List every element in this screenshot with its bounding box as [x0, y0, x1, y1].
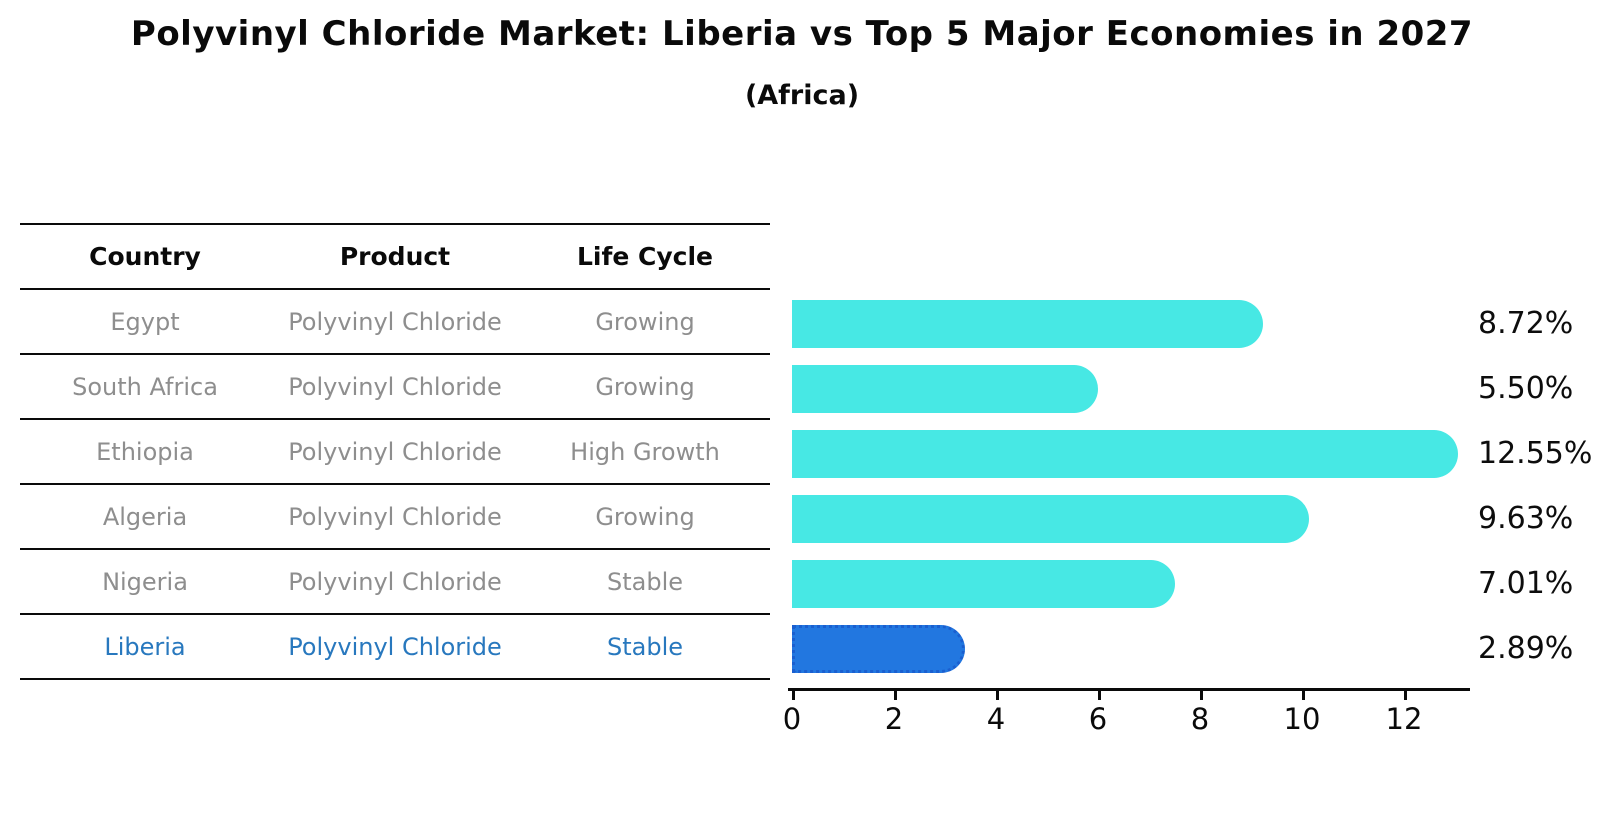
cell-life-cycle: Stable [606, 632, 684, 661]
bar-value-label: 9.63% [1478, 501, 1574, 536]
bar-value-label: 12.55% [1478, 436, 1593, 471]
table-row-egypt: Egypt Polyvinyl Chloride Growing [20, 290, 770, 355]
table-row-algeria: Algeria Polyvinyl Chloride Growing [20, 485, 770, 550]
bar-south-africa [792, 365, 1098, 413]
column-header-product: Product [339, 242, 451, 271]
bar-algeria [792, 495, 1309, 543]
table-row-ethiopia: Ethiopia Polyvinyl Chloride High Growth [20, 420, 770, 485]
cell-product: Polyvinyl Chloride [288, 632, 502, 661]
x-axis-tick-label: 12 [1385, 702, 1423, 736]
bar-nigeria [792, 560, 1175, 608]
cell-life-cycle: High Growth [570, 437, 720, 466]
page-subtitle: (Africa) [744, 80, 860, 111]
cell-product: Polyvinyl Chloride [288, 502, 502, 531]
x-axis-tick-label: 0 [782, 702, 802, 736]
cell-life-cycle: Stable [606, 567, 684, 596]
cell-life-cycle: Growing [595, 372, 695, 401]
cell-country: Algeria [102, 502, 188, 531]
cell-product: Polyvinyl Chloride [288, 307, 502, 336]
x-axis-tick [1302, 690, 1305, 700]
cell-country: Ethiopia [96, 437, 194, 466]
bar-value-label: 2.89% [1478, 631, 1574, 666]
x-axis-tick [792, 690, 795, 700]
cell-country: Liberia [104, 632, 186, 661]
column-header-country: Country [89, 242, 201, 271]
comparison-table: Country Product Life Cycle Egypt Polyvin… [20, 223, 770, 680]
bar-value-label: 5.50% [1478, 371, 1574, 406]
x-axis-tick-label: 8 [1190, 702, 1210, 736]
cell-life-cycle: Growing [595, 307, 695, 336]
cell-product: Polyvinyl Chloride [288, 567, 502, 596]
x-axis-tick-label: 6 [1088, 702, 1108, 736]
bar-egypt [792, 300, 1263, 348]
x-axis-tick [1098, 690, 1101, 700]
table-row-liberia: Liberia Polyvinyl Chloride Stable [20, 615, 770, 680]
x-axis-tick-label: 10 [1283, 702, 1321, 736]
cell-product: Polyvinyl Chloride [288, 372, 502, 401]
table-row-nigeria: Nigeria Polyvinyl Chloride Stable [20, 550, 770, 615]
x-axis-tick [1404, 690, 1407, 700]
bar-value-label: 7.01% [1478, 566, 1574, 601]
column-header-life-cycle: Life Cycle [576, 242, 714, 271]
cell-country: South Africa [72, 372, 218, 401]
page-title: Polyvinyl Chloride Market: Liberia vs To… [130, 14, 1474, 54]
cell-life-cycle: Growing [595, 502, 695, 531]
cell-country: Egypt [110, 307, 180, 336]
bar-liberia [792, 625, 965, 673]
table-header-row: Country Product Life Cycle [20, 223, 770, 290]
x-axis-tick-label: 4 [986, 702, 1006, 736]
x-axis-tick-label: 2 [884, 702, 904, 736]
x-axis-tick [1200, 690, 1203, 700]
bar-ethiopia [792, 430, 1458, 478]
cell-product: Polyvinyl Chloride [288, 437, 502, 466]
x-axis-tick [894, 690, 897, 700]
table-row-south-africa: South Africa Polyvinyl Chloride Growing [20, 355, 770, 420]
x-axis-tick [996, 690, 999, 700]
x-axis [788, 688, 1470, 691]
cell-country: Nigeria [102, 567, 188, 596]
bar-value-label: 8.72% [1478, 306, 1574, 341]
